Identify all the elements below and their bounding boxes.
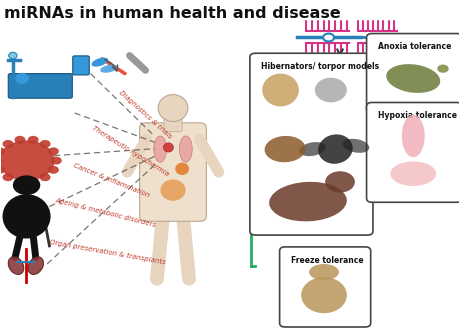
- FancyBboxPatch shape: [250, 53, 373, 235]
- FancyBboxPatch shape: [8, 73, 73, 98]
- Ellipse shape: [299, 142, 326, 156]
- Circle shape: [13, 175, 40, 195]
- Ellipse shape: [158, 95, 188, 121]
- Ellipse shape: [315, 78, 347, 102]
- Text: Hibernators/ torpor models: Hibernators/ torpor models: [261, 62, 379, 71]
- FancyBboxPatch shape: [73, 56, 89, 75]
- Text: Ageing & metabolic disorders: Ageing & metabolic disorders: [54, 198, 156, 229]
- Ellipse shape: [179, 136, 192, 162]
- Ellipse shape: [100, 65, 118, 73]
- Ellipse shape: [318, 134, 353, 164]
- FancyBboxPatch shape: [366, 103, 462, 202]
- Circle shape: [0, 166, 5, 174]
- Ellipse shape: [262, 73, 299, 107]
- Ellipse shape: [9, 52, 17, 59]
- Circle shape: [40, 140, 51, 148]
- Ellipse shape: [91, 58, 108, 67]
- Text: miRNA Biology: miRNA Biology: [283, 62, 398, 76]
- Ellipse shape: [264, 136, 306, 162]
- Text: Hypoxia tolerance: Hypoxia tolerance: [378, 111, 456, 120]
- Circle shape: [0, 141, 54, 180]
- Text: Organ preservation & transplants: Organ preservation & transplants: [49, 239, 166, 266]
- Circle shape: [14, 177, 26, 185]
- Circle shape: [0, 147, 5, 155]
- Text: Cancer & inflammation: Cancer & inflammation: [73, 162, 150, 198]
- Ellipse shape: [343, 139, 369, 153]
- Circle shape: [27, 177, 39, 185]
- Circle shape: [48, 166, 59, 174]
- FancyBboxPatch shape: [366, 33, 462, 114]
- Ellipse shape: [154, 136, 166, 162]
- Text: miRNAs in human health and disease: miRNAs in human health and disease: [4, 6, 340, 21]
- Ellipse shape: [309, 264, 339, 280]
- Text: Freeze tolerance: Freeze tolerance: [291, 256, 363, 265]
- Ellipse shape: [164, 143, 173, 152]
- FancyBboxPatch shape: [139, 123, 206, 221]
- Circle shape: [48, 147, 59, 155]
- Text: Therapeutic hypothermia: Therapeutic hypothermia: [91, 124, 169, 177]
- Circle shape: [51, 157, 62, 165]
- Circle shape: [27, 136, 39, 144]
- Ellipse shape: [15, 73, 29, 84]
- Circle shape: [2, 173, 13, 181]
- Ellipse shape: [325, 171, 355, 193]
- Ellipse shape: [8, 257, 24, 274]
- Circle shape: [0, 157, 2, 165]
- Ellipse shape: [301, 277, 347, 313]
- Text: Anoxia tolerance: Anoxia tolerance: [378, 42, 451, 51]
- Ellipse shape: [2, 194, 51, 239]
- Circle shape: [40, 173, 51, 181]
- Ellipse shape: [175, 163, 189, 175]
- FancyBboxPatch shape: [280, 247, 371, 327]
- Ellipse shape: [269, 182, 347, 221]
- Circle shape: [2, 140, 13, 148]
- Ellipse shape: [28, 257, 44, 274]
- Ellipse shape: [402, 115, 425, 157]
- Text: Diagnostics & trials: Diagnostics & trials: [118, 89, 173, 140]
- FancyBboxPatch shape: [164, 115, 182, 132]
- Ellipse shape: [391, 162, 436, 186]
- Ellipse shape: [160, 179, 186, 201]
- Circle shape: [323, 33, 334, 41]
- Ellipse shape: [437, 65, 449, 73]
- Circle shape: [14, 136, 26, 144]
- Ellipse shape: [386, 64, 440, 93]
